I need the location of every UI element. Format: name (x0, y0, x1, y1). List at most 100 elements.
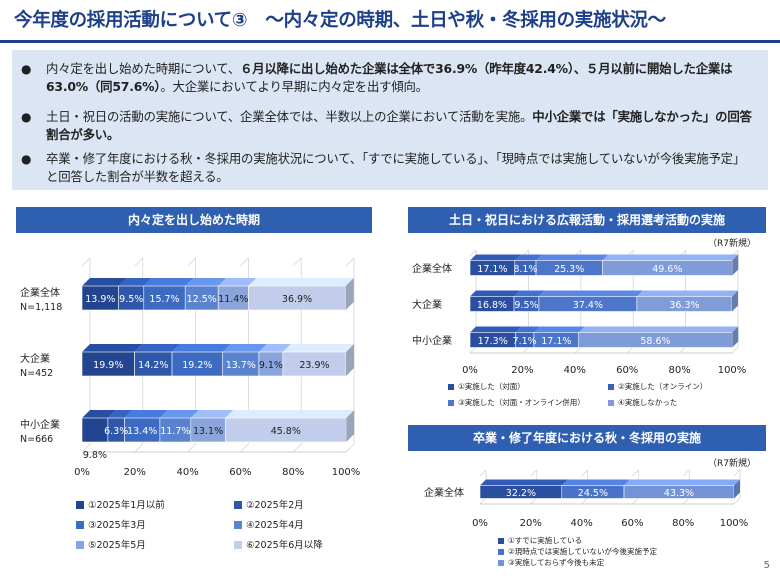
data-label: 9.5% (514, 300, 538, 311)
legend-label: ③2025年3月 (88, 519, 146, 531)
legend-label: ④実施しなかった (618, 397, 677, 407)
bar-segment (81, 351, 135, 377)
gridline (733, 469, 741, 477)
bar-top-face (602, 254, 739, 261)
bullet-segment: 中小企業では「実施しなかった」の回答割合が多い。 (46, 109, 752, 142)
bar-segment (578, 332, 733, 348)
gridline (469, 249, 477, 257)
category-sublabel: N=1,118 (20, 302, 62, 313)
gridline (345, 443, 355, 453)
gridline (81, 257, 91, 267)
data-label: 43.3% (664, 488, 694, 499)
bar-segment (282, 351, 347, 377)
legend-swatch (76, 521, 84, 529)
x-tick-label: 100% (720, 518, 749, 529)
gridline (632, 469, 639, 477)
bar-segment (134, 351, 173, 377)
bar-side-face (734, 479, 740, 499)
bar-top-face (218, 278, 257, 286)
r7-new-note: （R7新規） (708, 239, 756, 249)
x-tick-label: 0% (472, 518, 488, 529)
legend-label: ②実施した（オンライン） (618, 381, 707, 391)
legend-swatch (448, 400, 454, 406)
chart-timing-header: 内々定を出し始めた時期 (16, 207, 372, 233)
bar-segment (171, 351, 224, 377)
legend-swatch (498, 538, 504, 544)
legend-swatch (234, 541, 242, 549)
data-label: 32.2% (506, 488, 536, 499)
x-tick-label: 40% (564, 365, 586, 376)
x-tick-label: 20% (511, 365, 533, 376)
gridline (240, 257, 249, 267)
bar-top-face (480, 479, 568, 486)
legend-label: ①すでに実施している (508, 535, 582, 545)
chart-autumn-header: 卒業・修了年度における秋・冬採用の実施 (408, 425, 766, 451)
gridline (682, 497, 690, 505)
category-label: 中小企業 (20, 418, 60, 431)
data-label: 24.5% (578, 488, 608, 499)
data-label: 45.8% (271, 426, 301, 437)
bullet-text: 卒業・修了年度における秋・冬採用の実施状況について、「すでに実施している」、「現… (46, 150, 756, 186)
category-label: 企業全体 (424, 486, 464, 499)
gridline (530, 497, 538, 505)
gridline (574, 346, 582, 354)
bar-top-face (470, 326, 522, 333)
data-label: 17.3% (478, 336, 508, 347)
legend-label: ④2025年4月 (246, 519, 304, 531)
data-label: 9.1% (259, 360, 283, 371)
bar-top-face (82, 344, 143, 352)
bar-segment (222, 351, 260, 377)
x-tick-label: 20% (520, 518, 542, 529)
bullet-segment: 内々定を出し始めた時期について、 (46, 61, 241, 76)
bar-top-face (538, 290, 643, 297)
bar-top-face (82, 410, 116, 418)
gridline (187, 443, 196, 453)
gridline (345, 257, 355, 267)
gridline (731, 346, 739, 354)
bar-segment (118, 285, 145, 311)
bar-segment (184, 285, 219, 311)
bar-top-face (143, 278, 194, 286)
bar-segment (159, 417, 192, 443)
bar-segment (602, 260, 733, 276)
x-tick-label: 60% (621, 518, 643, 529)
bar-side-face (346, 344, 354, 376)
chart-weekend-header: 土日・祝日における広報活動・採用選考活動の実施 (408, 207, 766, 233)
x-tick-label: 100% (718, 365, 747, 376)
bar-side-face (732, 254, 739, 276)
bullet-dot-icon: ● (21, 152, 32, 166)
gridline (479, 497, 487, 505)
x-tick-label: 80% (672, 518, 694, 529)
legend-label: ③実施した（対面・オンライン併用） (458, 397, 585, 407)
legend-swatch (76, 501, 84, 509)
gridline (679, 346, 686, 354)
category-sublabel: N=452 (20, 368, 53, 379)
bullet-segment: 土日・祝日の活動の実施について、企業全体では、半数以上の企業において活動を実施。 (46, 109, 533, 124)
bar-top-face (624, 479, 740, 486)
x-tick-label: 0% (462, 365, 478, 376)
data-label: 37.4% (573, 300, 603, 311)
bar-top-face (578, 326, 739, 333)
data-label: 19.9% (93, 360, 123, 371)
bar-top-face (159, 410, 199, 418)
legend-swatch (608, 384, 614, 390)
legend-swatch (448, 384, 454, 390)
data-label: 49.6% (652, 264, 682, 275)
category-label: 中小企業 (412, 334, 452, 347)
bar-top-face (514, 290, 545, 297)
bar-top-face (172, 344, 231, 352)
bar-top-face (222, 344, 267, 352)
bar-top-face (636, 290, 738, 297)
x-tick-label: 20% (124, 467, 146, 478)
legend-label: ①2025年1月以前 (88, 499, 165, 511)
page-number: 5 (763, 560, 770, 571)
x-tick-label: 100% (332, 467, 361, 478)
data-label: 7.1% (513, 336, 537, 347)
bar-top-face (536, 254, 609, 261)
data-label: 14.2% (138, 360, 168, 371)
bar-top-face (134, 344, 181, 352)
category-label: 企業全体 (20, 286, 60, 299)
x-tick-label: 60% (616, 365, 638, 376)
bar-segment (81, 417, 109, 443)
bullet-text: 内々定を出し始めた時期について、６月以降に出し始めた企業は全体で36.9%（昨年… (46, 60, 756, 96)
